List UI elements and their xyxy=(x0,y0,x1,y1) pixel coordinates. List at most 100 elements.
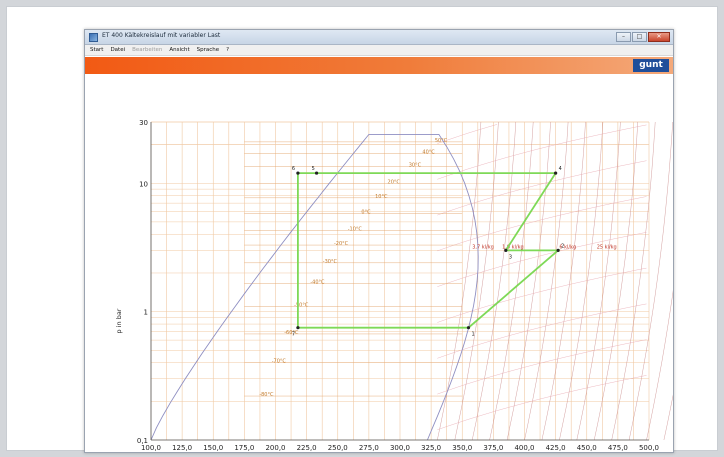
isentrope-line xyxy=(506,121,551,441)
cycle-point-label: 7 xyxy=(292,332,295,338)
isochore-label: 1,9 kl/kg xyxy=(502,245,524,251)
cycle-point-label: 6 xyxy=(292,166,295,172)
chart-svg: 50°C40°C 30°C 20°C 10°C 0°C -10°C -20°C -30°C -4… xyxy=(115,119,673,452)
x-tick-label: 300,0 xyxy=(390,444,410,452)
isotherm-label: -80°C xyxy=(259,392,274,398)
isotherm-label: 30°C xyxy=(409,163,422,169)
brand-bar: gunt xyxy=(85,57,673,74)
isochore-line xyxy=(437,124,647,180)
x-tick-label: 225,0 xyxy=(297,444,317,452)
chart-labels: 50°C40°C 30°C 20°C 10°C 0°C -10°C -20°C -30°C -4… xyxy=(259,138,616,398)
isentrope-line xyxy=(628,121,673,441)
window-controls: – □ ✕ xyxy=(616,32,670,42)
isochore-label: 25 kl/kg xyxy=(597,245,617,251)
x-tick-label: 275,0 xyxy=(359,444,379,452)
isentrope-line xyxy=(559,121,604,441)
chart-axes: 100,0 125,0 150,0 175,0 200,0 225,0 250,0 275,0… xyxy=(115,119,659,452)
x-tick-label: 375,0 xyxy=(483,444,503,452)
isotherm-label: 50°C xyxy=(435,138,448,144)
x-tick-label: 425,0 xyxy=(546,444,566,452)
isochore-line xyxy=(437,160,647,216)
isentrope-line xyxy=(437,121,482,441)
isentrope-line xyxy=(646,290,673,441)
cycle-point-label: 1 xyxy=(471,332,474,338)
x-tick-label: 125,0 xyxy=(172,444,192,452)
menu-help[interactable]: ? xyxy=(226,47,230,53)
title-bar[interactable]: ET 400 Kältekreislauf mit variabler Last… xyxy=(85,30,673,45)
isochore-label: 6 kl/kg xyxy=(559,245,576,251)
x-tick-label: 100,0 xyxy=(141,444,161,452)
y-tick-label: 30 xyxy=(139,119,148,127)
saturation-curve xyxy=(150,133,479,441)
cycle-point-label: 2 xyxy=(561,243,564,249)
window-title: ET 400 Kältekreislauf mit variabler Last xyxy=(102,32,221,39)
isotherm-label: -70°C xyxy=(272,359,287,365)
cycle-point xyxy=(296,326,300,330)
x-tick-label: 500,0 xyxy=(639,444,659,452)
cycle-line xyxy=(296,172,561,329)
isentrope-line xyxy=(611,121,656,441)
chart-grid xyxy=(150,121,650,441)
cycle-point-label: 4 xyxy=(559,166,562,172)
isentrope-line xyxy=(541,121,586,441)
menu-ansicht[interactable]: Ansicht xyxy=(169,47,190,53)
x-tick-label: 175,0 xyxy=(234,444,254,452)
cycle-point xyxy=(296,171,300,175)
isentrope-line xyxy=(593,121,639,441)
x-tick-label: 200,0 xyxy=(265,444,285,452)
isochore-line xyxy=(437,303,647,359)
x-tick-label: 325,0 xyxy=(421,444,441,452)
y-tick-label: 10 xyxy=(139,180,148,188)
cycle-series: 1 2 3 4 5 6 7 xyxy=(292,166,564,338)
isentrope-line xyxy=(524,121,569,441)
app-icon xyxy=(89,33,98,42)
cycle-point-label: 5 xyxy=(312,166,315,172)
isochore-line xyxy=(437,339,647,395)
isotherm-label: 0°C xyxy=(361,210,371,216)
close-icon[interactable]: ✕ xyxy=(648,32,670,42)
menu-bar: Start Datei Bearbeiten Ansicht Sprache ? xyxy=(85,45,673,56)
menu-bearbeiten[interactable]: Bearbeiten xyxy=(132,47,163,53)
x-tick-label: 400,0 xyxy=(514,444,534,452)
x-tick-label: 250,0 xyxy=(328,444,348,452)
y-tick-label: 1 xyxy=(144,309,148,317)
x-tick-label: 350,0 xyxy=(452,444,472,452)
isochore-label: 3,7 kl/kg xyxy=(472,245,494,251)
isotherm-label: -10°C xyxy=(348,226,363,232)
maximize-icon[interactable]: □ xyxy=(632,32,647,42)
isotherm-label: 40°C xyxy=(422,150,435,156)
cycle-point xyxy=(504,248,508,252)
menu-start[interactable]: Start xyxy=(90,47,104,53)
isentrope-line xyxy=(471,121,517,441)
isotherm-label: -20°C xyxy=(334,241,349,247)
x-tick-label: 475,0 xyxy=(608,444,628,452)
isochore-line xyxy=(437,232,647,287)
isotherm-label: 10°C xyxy=(375,194,388,200)
gunt-logo: gunt xyxy=(633,59,669,72)
isentrope-line xyxy=(454,121,499,441)
application-window: ET 400 Kältekreislauf mit variabler Last… xyxy=(84,29,674,453)
isochore-line xyxy=(437,375,647,431)
y-axis-label: p in bar xyxy=(115,308,123,333)
isentrope-line xyxy=(489,121,534,441)
cycle-point xyxy=(554,171,558,175)
cycle-point-label: 3 xyxy=(509,254,512,260)
isentrope-line xyxy=(576,121,621,441)
isotherm-label: -50°C xyxy=(294,302,309,308)
log-ph-diagram: 50°C 40°C 30°C 20°C 10°C 0°C -10°C -20°C -30°C -4… xyxy=(85,74,673,452)
isotherm-label: -30°C xyxy=(323,259,338,265)
y-tick-label: 0,1 xyxy=(137,437,148,445)
saturation-dome xyxy=(150,133,479,441)
isotherm-label: -60°C xyxy=(284,330,299,336)
menu-sprache[interactable]: Sprache xyxy=(196,47,220,53)
cycle-point xyxy=(466,326,471,330)
menu-datei[interactable]: Datei xyxy=(110,47,126,53)
isotherm-label: 20°C xyxy=(388,179,401,185)
chart-isolines xyxy=(244,121,673,441)
isochore-line xyxy=(437,196,647,252)
isotherm-label: -40°C xyxy=(310,280,325,286)
isentrope-line xyxy=(663,394,673,441)
isochore-line xyxy=(437,124,498,144)
minimize-icon[interactable]: – xyxy=(616,32,631,42)
